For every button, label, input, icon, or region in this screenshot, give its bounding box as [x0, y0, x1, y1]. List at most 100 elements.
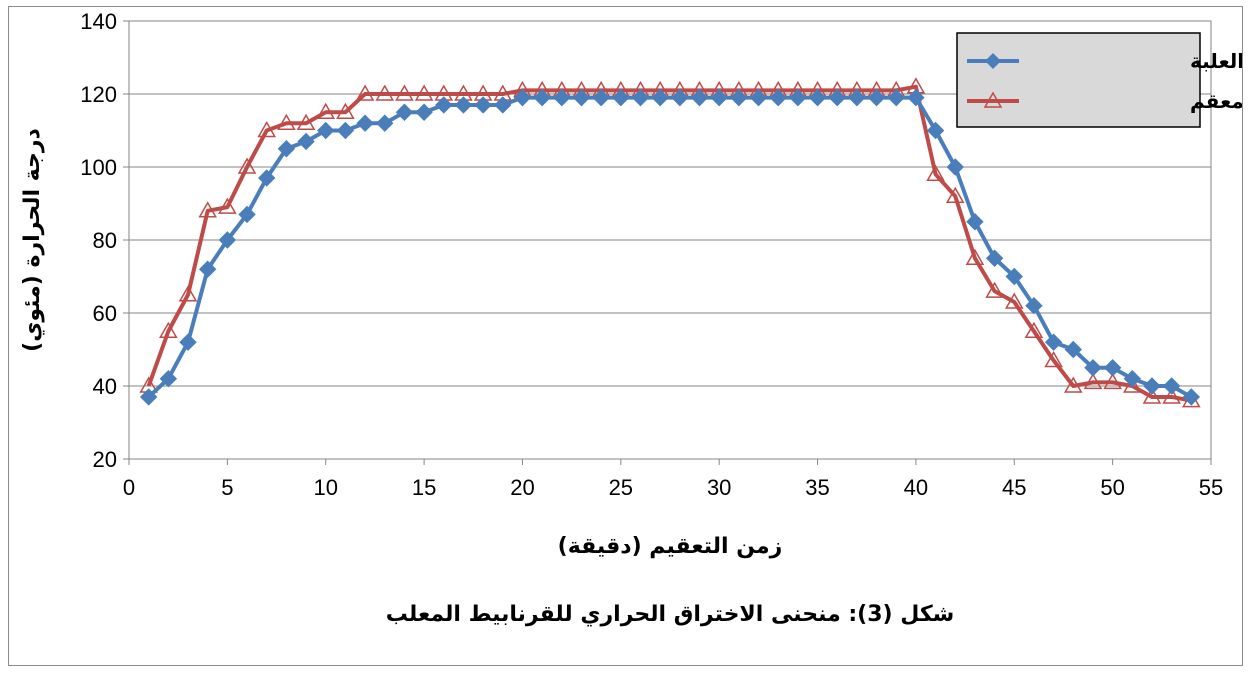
- data-point: [356, 114, 374, 132]
- data-point: [945, 186, 965, 203]
- data-point: [395, 84, 414, 101]
- data-point: [198, 201, 217, 218]
- data-point: [237, 157, 257, 174]
- data-point: [592, 88, 610, 107]
- legend-entry-2: المعقم: [967, 89, 1242, 113]
- y-tick-label: 40: [93, 374, 117, 399]
- y-tick-label: 120: [80, 82, 117, 107]
- series-line: [146, 84, 1192, 403]
- y-axis-title: درجة الحرارة (مئوي): [20, 128, 45, 352]
- data-point: [218, 197, 237, 214]
- data-point: [376, 114, 394, 132]
- data-point: [513, 88, 532, 107]
- data-point: [867, 88, 886, 107]
- x-tick-label: 0: [123, 475, 135, 500]
- data-point: [966, 213, 984, 231]
- data-point: [1064, 340, 1082, 359]
- data-point: [1005, 267, 1023, 286]
- data-point: [671, 88, 689, 107]
- x-axis: 0 5 10 15 20 25 30 35 40 45 50 55: [123, 459, 1223, 500]
- data-point: [926, 121, 945, 140]
- data-point: [907, 88, 925, 107]
- y-tick-label: 20: [93, 447, 117, 472]
- data-point: [277, 140, 296, 158]
- data-point: [474, 96, 492, 114]
- data-point: [848, 88, 866, 107]
- legend-label: المعقم: [1190, 89, 1242, 113]
- x-tick-label: 50: [1100, 475, 1124, 500]
- data-point: [1083, 372, 1103, 390]
- data-point: [710, 88, 728, 107]
- x-tick-label: 10: [313, 475, 337, 500]
- figure-caption: شكل (3): منحنى الاختراق الحراري للقرنابي…: [386, 602, 955, 627]
- x-tick-label: 35: [805, 475, 829, 500]
- data-point: [612, 88, 630, 107]
- data-point: [1004, 292, 1024, 309]
- data-point: [296, 113, 316, 130]
- legend-marker: [983, 91, 1003, 108]
- x-axis-title: زمن التعقيم (دقيقة): [558, 534, 783, 559]
- data-point: [336, 121, 355, 140]
- series-layer: [139, 77, 1201, 408]
- data-point: [926, 164, 945, 182]
- data-point: [355, 84, 375, 101]
- data-point: [631, 88, 650, 107]
- data-point: [316, 102, 336, 119]
- x-tick-label: 45: [1002, 475, 1026, 500]
- data-point: [159, 321, 178, 338]
- data-point: [159, 369, 178, 388]
- data-point: [1103, 372, 1122, 390]
- x-tick-label: 15: [412, 475, 436, 500]
- data-point: [257, 120, 277, 138]
- data-point: [1084, 359, 1102, 377]
- data-point: [494, 96, 512, 114]
- data-point: [965, 248, 985, 265]
- data-point: [415, 103, 433, 121]
- legend-label: داخل العلبة: [1190, 49, 1242, 73]
- x-tick-label: 5: [221, 475, 233, 500]
- data-point: [533, 88, 551, 107]
- data-point: [218, 231, 237, 249]
- data-point: [553, 88, 571, 107]
- data-point: [375, 84, 395, 101]
- data-point: [749, 88, 768, 107]
- y-axis: 20 40 60 80 100 120 140: [80, 9, 129, 472]
- series-2: [139, 77, 1201, 408]
- x-tick-label: 30: [707, 475, 731, 500]
- data-point: [1063, 376, 1083, 393]
- legend-items: داخل العلبة المعقم: [967, 49, 1242, 113]
- data-point: [1182, 388, 1201, 406]
- data-point: [1123, 369, 1142, 388]
- legend-box: [956, 32, 1201, 128]
- data-point: [297, 132, 315, 151]
- x-tick-label: 25: [609, 475, 633, 500]
- data-point: [139, 388, 158, 406]
- data-point: [317, 121, 335, 140]
- data-point: [277, 113, 296, 130]
- data-point: [1162, 387, 1181, 404]
- data-point: [1044, 350, 1063, 368]
- data-point: [258, 169, 276, 187]
- data-point: [454, 96, 473, 114]
- data-point: [178, 285, 198, 302]
- y-tick-label: 140: [80, 9, 117, 34]
- data-point: [238, 205, 256, 224]
- data-point: [1103, 359, 1122, 377]
- data-point: [828, 88, 846, 107]
- data-point: [198, 260, 217, 278]
- data-point: [572, 88, 591, 107]
- data-point: [1142, 387, 1162, 404]
- data-point: [730, 88, 748, 107]
- data-point: [336, 102, 355, 119]
- x-tick-label: 40: [904, 475, 928, 500]
- y-tick-label: 60: [93, 301, 117, 326]
- chart-svg: 0 5 10 15 20 25 30 35 40 45 50 55 20 40 60 80 100 120 140…: [20, 9, 1242, 627]
- legend-marker: [985, 53, 1001, 69]
- data-point: [808, 88, 827, 107]
- data-point: [789, 88, 807, 107]
- data-point: [946, 158, 964, 176]
- data-point: [651, 88, 669, 107]
- series-1: [139, 88, 1201, 406]
- data-point: [1024, 321, 1044, 338]
- data-point: [435, 96, 453, 114]
